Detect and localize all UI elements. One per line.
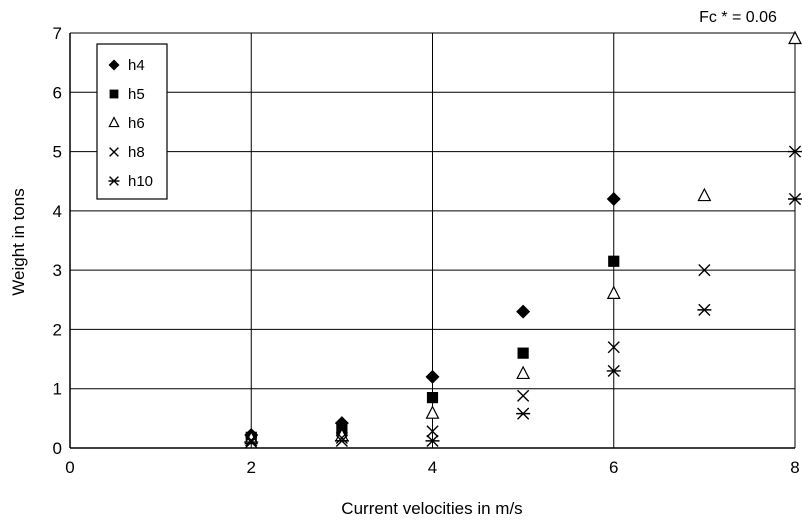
point-h10 <box>516 407 531 420</box>
point-h10 <box>606 364 621 378</box>
y-tick-label: 2 <box>53 320 62 339</box>
point-h10 <box>697 303 712 316</box>
legend-marker-h4 <box>108 59 120 71</box>
grid <box>70 32 796 448</box>
y-tick-label: 4 <box>53 202 62 221</box>
point-h8 <box>245 434 258 447</box>
y-tick-label: 7 <box>53 24 62 43</box>
legend-marker-h6 <box>108 116 120 128</box>
point-h4 <box>606 192 621 206</box>
point-h5 <box>517 347 529 359</box>
point-h6 <box>697 187 712 202</box>
axes <box>69 33 795 449</box>
x-axis-title: Current velocities in m/s <box>341 499 522 518</box>
legend: h4 h5 h6 h8 h10 <box>96 43 168 200</box>
point-h10 <box>244 435 259 449</box>
x-tick-label: 8 <box>790 458 799 477</box>
point-h4 <box>425 369 440 384</box>
x-tick-label: 0 <box>65 458 74 477</box>
y-tick-label: 0 <box>53 439 62 458</box>
fc-annotation: Fc * = 0.06 <box>699 9 777 26</box>
legend-label-h8: h8 <box>128 144 145 161</box>
y-tick-label: 3 <box>53 261 62 280</box>
point-h6 <box>788 30 802 45</box>
y-tick-label: 5 <box>53 143 62 162</box>
point-h6 <box>425 405 440 419</box>
point-h8 <box>607 341 620 354</box>
point-h6 <box>516 365 531 380</box>
point-h8 <box>517 389 530 402</box>
data-points <box>244 30 802 449</box>
x-tick-label: 4 <box>428 458 437 477</box>
legend-marker-h8 <box>109 147 119 157</box>
point-h6 <box>606 285 621 300</box>
point-h10 <box>788 192 802 206</box>
legend-marker-h10 <box>108 176 120 186</box>
point-h8 <box>698 264 711 277</box>
legend-label-h6: h6 <box>128 115 145 132</box>
point-h4 <box>516 304 531 319</box>
y-tick-labels: 0 1 2 3 4 5 6 7 <box>53 24 62 458</box>
x-tick-label: 2 <box>247 458 256 477</box>
x-tick-label: 6 <box>609 458 618 477</box>
point-h10 <box>334 434 349 447</box>
legend-label-h5: h5 <box>128 86 145 103</box>
legend-box <box>96 43 168 200</box>
y-axis-title: Weight in tons <box>9 188 28 295</box>
point-h5 <box>608 255 620 267</box>
x-tick-labels: 0 2 4 6 8 <box>65 458 799 477</box>
y-tick-label: 6 <box>53 83 62 102</box>
point-h10 <box>788 145 802 158</box>
legend-label-h4: h4 <box>128 57 145 74</box>
legend-marker-h5 <box>109 89 119 99</box>
point-h10 <box>425 434 440 447</box>
point-h5 <box>426 392 439 404</box>
legend-label-h10: h10 <box>128 173 153 190</box>
point-h8 <box>426 425 439 438</box>
point-h8 <box>335 431 348 445</box>
y-tick-label: 1 <box>53 380 62 399</box>
